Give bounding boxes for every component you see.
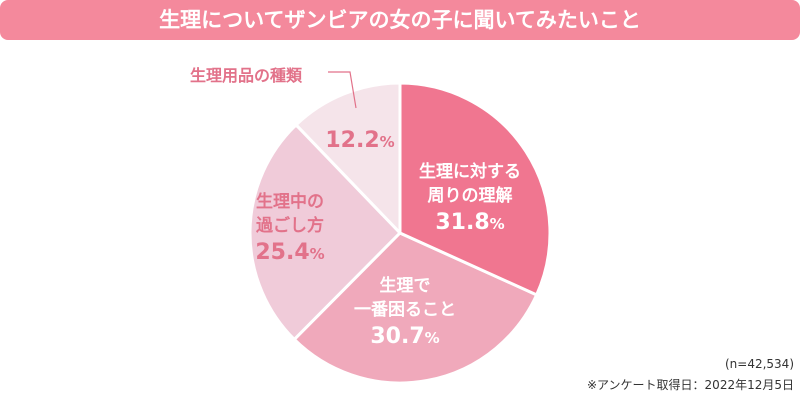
slice-label-2: 生理中の 過ごし方 25.4% <box>255 192 325 265</box>
pie-slice-2 <box>248 122 403 342</box>
pie-slice-0 <box>398 81 552 297</box>
leader-line <box>328 71 357 109</box>
slice-label-3: 生理用品の種類 <box>190 66 303 85</box>
survey-date: ※アンケート取得日：2022年12月5日 <box>586 378 794 392</box>
chart-title: 生理についてザンビアの女の子に聞いてみたいこと <box>0 0 800 40</box>
sample-size: (n=42,534) <box>724 357 794 371</box>
pie-slice-3 <box>293 81 402 237</box>
slice-label-1: 生理で 一番困ること 30.7% <box>354 276 456 349</box>
slice-label-0: 生理に対する 周りの理解 31.8% <box>419 162 521 235</box>
pie-slice-1 <box>292 231 539 385</box>
slice-value-3: 12.2% <box>325 128 395 153</box>
